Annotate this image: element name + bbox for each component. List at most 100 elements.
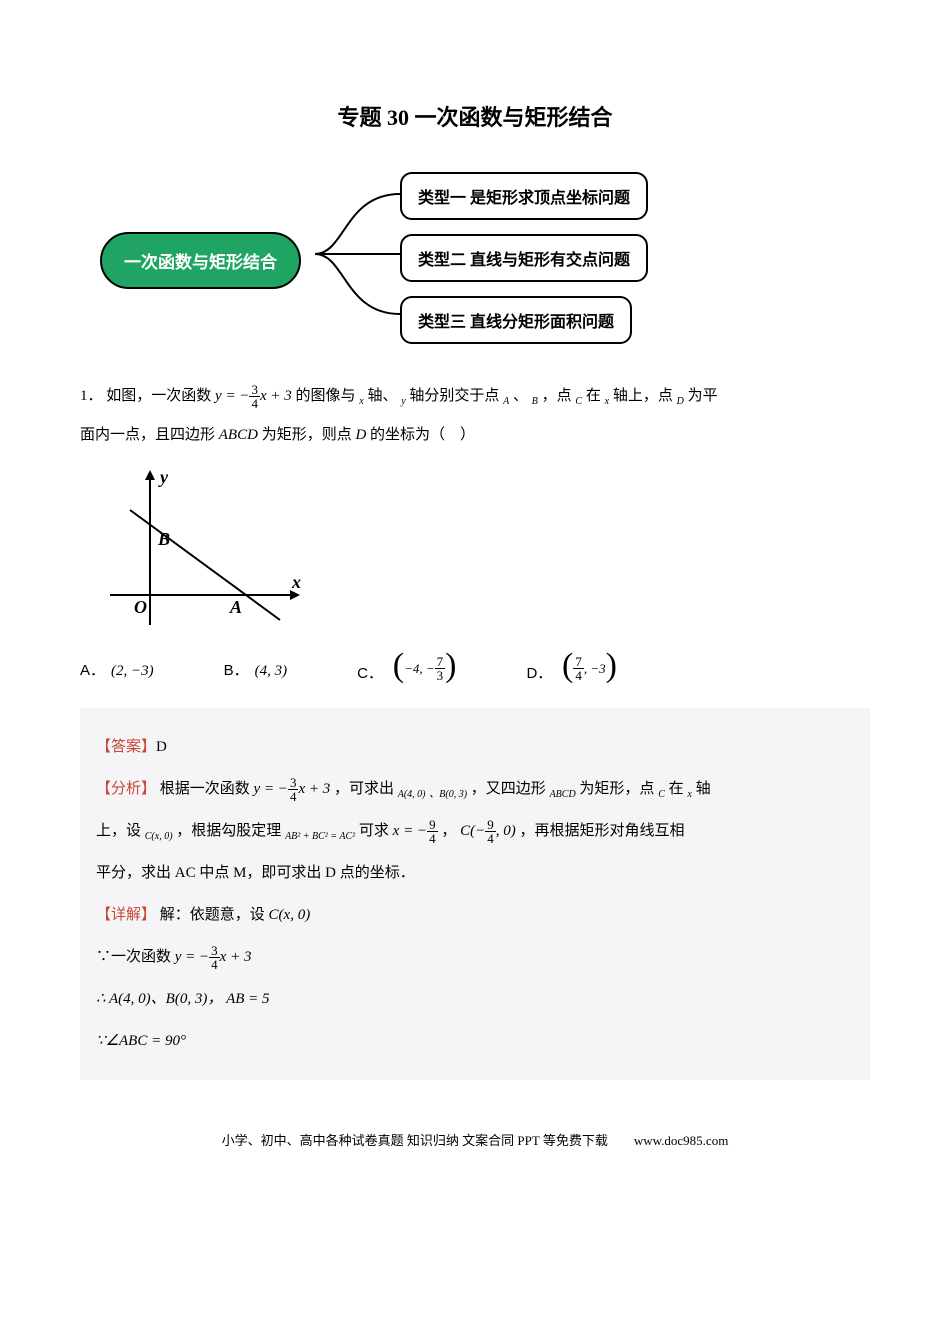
a-fden: 4 bbox=[288, 790, 299, 803]
a-eq-post: x + 3 bbox=[298, 781, 330, 797]
coordinate-graph: y x O B A bbox=[100, 465, 870, 640]
q-p4: 轴分别交于点 bbox=[409, 388, 499, 404]
opt-c-lbl: C． bbox=[357, 665, 383, 682]
a-Clbl: C bbox=[658, 789, 665, 800]
q-p9: 为平 bbox=[688, 388, 718, 404]
detail-label: 【详解】 bbox=[96, 907, 156, 923]
option-a: A． (2, −3) bbox=[80, 659, 154, 680]
q-B: B bbox=[532, 396, 538, 407]
q-C: C bbox=[575, 396, 582, 407]
answer-value: D bbox=[156, 739, 167, 755]
analysis-label: 【分析】 bbox=[96, 781, 156, 797]
a-abcd: ABCD bbox=[550, 789, 576, 800]
a-l3: 平分，求出 AC 中点 M，即可求出 D 点的坐标． bbox=[96, 852, 854, 894]
diagram-root: 一次函数与矩形结合 bbox=[100, 232, 301, 289]
opt-d-inner: , −3 bbox=[584, 661, 606, 677]
q-p8: 轴上，点 bbox=[613, 388, 673, 404]
a-p4: 为矩形，点 bbox=[579, 781, 654, 797]
a-l2c: 可求 bbox=[359, 823, 389, 839]
a-l2b: ，根据勾股定理 bbox=[176, 823, 281, 839]
q-p6: ，点 bbox=[542, 388, 572, 404]
a-eq-pre: y = − bbox=[254, 781, 288, 797]
solution-block: 【答案】D 【分析】 根据一次函数 y = −34x + 3 ，可求出 A(4,… bbox=[80, 708, 870, 1080]
page-title: 专题 30 一次函数与矩形结合 bbox=[80, 100, 870, 132]
graph-x-label: x bbox=[291, 572, 301, 592]
d-eq-post: x + 3 bbox=[220, 949, 252, 965]
q-l2a: 面内一点，且四边形 bbox=[80, 427, 215, 443]
opt-c-den: 3 bbox=[435, 669, 446, 682]
a-p6: 轴 bbox=[696, 781, 711, 797]
q-y1: y bbox=[401, 396, 405, 407]
graph-y-label: y bbox=[158, 467, 169, 487]
q-p5: 、 bbox=[513, 388, 528, 404]
q-p1: 如图，一次函数 bbox=[106, 388, 211, 404]
opt-a-val: (2, −3) bbox=[111, 663, 154, 679]
a-A: A(4, 0) bbox=[398, 789, 426, 800]
opt-b-lbl: B． bbox=[224, 662, 249, 679]
d-l3b: AB = 5 bbox=[226, 991, 269, 1007]
d-setC: C(x, 0) bbox=[269, 907, 311, 923]
d-l4: ∵∠ABC = 90° bbox=[96, 1033, 186, 1049]
diagram-leaf-3: 类型三 直线分矩形面积问题 bbox=[400, 296, 632, 344]
concept-diagram: 一次函数与矩形结合 类型一 是矩形求顶点坐标问题 类型二 直线与矩形有交点问题 … bbox=[100, 162, 870, 342]
d-fnum: 3 bbox=[209, 944, 220, 958]
a-setC: C(x, 0) bbox=[145, 831, 173, 842]
a-cval-pre: C(− bbox=[460, 823, 485, 839]
a-p5: 在 bbox=[669, 781, 684, 797]
a-pyth: AB² + BC² = AC² bbox=[285, 831, 355, 842]
q-p3: 轴、 bbox=[367, 388, 397, 404]
q-x2: x bbox=[605, 396, 609, 407]
graph-O-label: O bbox=[134, 597, 147, 617]
q-num: 1． bbox=[80, 388, 103, 404]
a-cval-num: 9 bbox=[485, 818, 496, 832]
q-x1: x bbox=[359, 396, 363, 407]
q-eq1: y = −34x + 3 bbox=[215, 388, 295, 404]
a-cval-den: 4 bbox=[485, 832, 496, 845]
q-D: D bbox=[677, 396, 684, 407]
q-l2c: 的坐标为（ ） bbox=[370, 427, 475, 443]
opt-c-inner: −4, − bbox=[404, 661, 435, 677]
eq1-pre: y = − bbox=[215, 388, 249, 404]
a-xlbl: x bbox=[687, 789, 691, 800]
d-eq-pre: y = − bbox=[175, 949, 209, 965]
a-B: 、B(0, 3) bbox=[429, 789, 467, 800]
opt-a-lbl: A． bbox=[80, 662, 105, 679]
graph-B-label: B bbox=[157, 529, 170, 549]
option-d: D． (74, −3) bbox=[526, 655, 617, 683]
a-l2d: ，再根据矩形对角线互相 bbox=[519, 823, 684, 839]
a-p2: ，可求出 bbox=[334, 781, 394, 797]
a-xeq-pre: x = − bbox=[393, 823, 427, 839]
q-D2: D bbox=[355, 427, 366, 443]
a-comma: ， bbox=[441, 823, 456, 839]
a-p1: 根据一次函数 bbox=[160, 781, 250, 797]
q-p2: 的图像与 bbox=[295, 388, 355, 404]
eq1-post: x + 3 bbox=[260, 388, 292, 404]
q-A: A bbox=[503, 396, 509, 407]
diagram-leaf-1: 类型一 是矩形求顶点坐标问题 bbox=[400, 172, 648, 220]
a-p3: ，又四边形 bbox=[471, 781, 546, 797]
a-xeq-den: 4 bbox=[427, 832, 438, 845]
d-fden: 4 bbox=[209, 958, 220, 971]
d-l1: 解：依题意，设 bbox=[160, 907, 265, 923]
opt-d-num: 7 bbox=[573, 655, 584, 669]
q-l2b: 为矩形，则点 bbox=[262, 427, 352, 443]
a-cval-post: , 0) bbox=[496, 823, 516, 839]
diagram-leaf-2: 类型二 直线与矩形有交点问题 bbox=[400, 234, 648, 282]
opt-b-val: (4, 3) bbox=[255, 663, 288, 679]
d-l3a: ∴ A(4, 0)、B(0, 3)， bbox=[96, 991, 222, 1007]
opt-c-num: 7 bbox=[435, 655, 446, 669]
graph-A-label: A bbox=[229, 597, 242, 617]
page-footer: 小学、初中、高中各种试卷真题 知识归纳 文案合同 PPT 等免费下载 www.d… bbox=[80, 1130, 870, 1149]
option-b: B． (4, 3) bbox=[224, 659, 288, 680]
a-l2a: 上，设 bbox=[96, 823, 141, 839]
opt-d-den: 4 bbox=[573, 669, 584, 682]
q-abcd: ABCD bbox=[219, 427, 258, 443]
answer-label: 【答案】 bbox=[96, 739, 156, 755]
eq1-den: 4 bbox=[249, 397, 260, 410]
question-text: 1． 如图，一次函数 y = −34x + 3 的图像与 x 轴、 y 轴分别交… bbox=[80, 377, 870, 455]
diagram-connectors bbox=[315, 172, 400, 342]
a-fnum: 3 bbox=[288, 776, 299, 790]
q-p7: 在 bbox=[586, 388, 601, 404]
d-l2-pre: ∵一次函数 bbox=[96, 949, 171, 965]
options-row: A．(2, −3) B．(4, 3) C． (−4, −73) D． (74, … bbox=[80, 655, 870, 683]
